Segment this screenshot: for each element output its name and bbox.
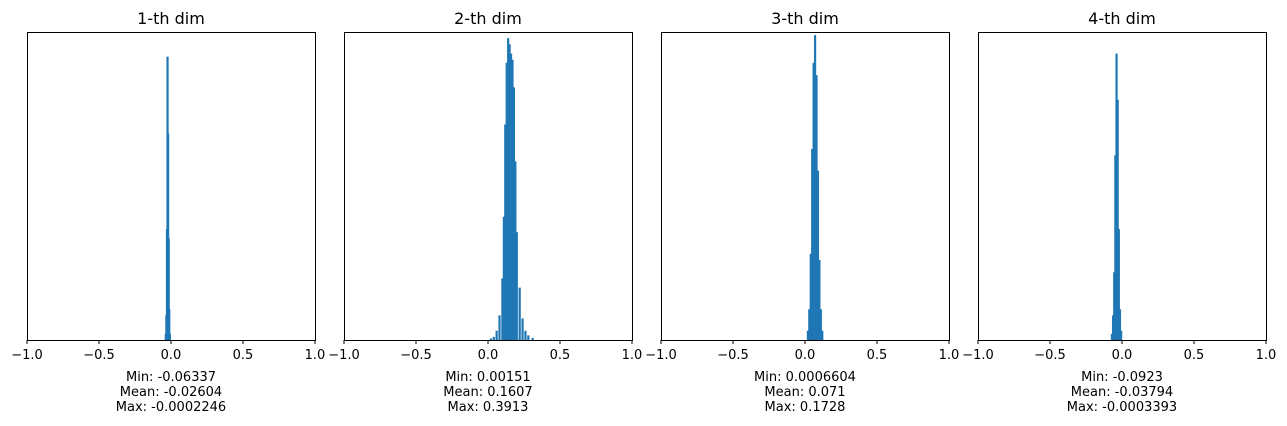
histogram-bar bbox=[489, 338, 492, 340]
histogram-bar bbox=[524, 330, 527, 340]
histogram-bar bbox=[501, 278, 504, 340]
histogram-bar bbox=[809, 253, 812, 340]
x-tick-label: 0.0 bbox=[478, 348, 499, 363]
histogram-bar bbox=[818, 259, 821, 340]
x-tick-label: −1.0 bbox=[11, 348, 43, 363]
histogram-bar bbox=[167, 133, 170, 340]
x-tick-label: 0.5 bbox=[1184, 348, 1205, 363]
stat-mean: Mean: -0.03794 bbox=[1071, 385, 1173, 400]
x-tick-label: 1.0 bbox=[305, 348, 326, 363]
axes-frame bbox=[978, 32, 1267, 341]
histogram-bar bbox=[1110, 333, 1114, 340]
histogram-bar bbox=[498, 315, 501, 340]
histogram-bar bbox=[168, 333, 171, 340]
panel-title: 2-th dim bbox=[454, 9, 522, 28]
x-tick-label: −1.0 bbox=[328, 348, 360, 363]
histogram-bar bbox=[1113, 272, 1116, 340]
stat-max: Max: -0.0002246 bbox=[116, 400, 226, 415]
stat-max: Max: 0.1728 bbox=[765, 400, 846, 415]
stat-min: Min: -0.0923 bbox=[1081, 370, 1163, 385]
histogram-bar bbox=[507, 38, 510, 340]
histogram-bar bbox=[531, 337, 534, 340]
histogram-bar bbox=[515, 232, 518, 340]
stat-max: Max: 0.3913 bbox=[448, 400, 529, 415]
histogram-bar bbox=[518, 287, 521, 340]
histogram-bar bbox=[819, 309, 822, 340]
x-tick-label: −0.5 bbox=[83, 348, 115, 363]
axes-frame bbox=[27, 32, 316, 341]
histogram-bar bbox=[811, 149, 814, 340]
histogram-bar bbox=[527, 335, 530, 340]
histogram-bars bbox=[489, 38, 534, 341]
histogram-bar bbox=[495, 330, 498, 340]
histogram-panel-1: 1-th dim −1.0 −0.5 0.0 0.5 1.0 Min: -0.06337Me… bbox=[11, 9, 325, 415]
histogram-panel-2: 2-th dim −1.0 −0.5 0.0 0.5 1.0 Min: 0.00151Mea… bbox=[328, 9, 642, 415]
histogram-bars bbox=[1110, 53, 1123, 341]
x-tick-label: 0.5 bbox=[867, 348, 888, 363]
x-tick-label: 1.0 bbox=[939, 348, 960, 363]
x-tick-label: 0.0 bbox=[795, 348, 816, 363]
histogram-bars bbox=[806, 35, 824, 341]
histogram-bar bbox=[815, 75, 818, 341]
histogram-bar bbox=[502, 216, 505, 340]
histogram-bar bbox=[508, 44, 511, 340]
histogram-bar bbox=[511, 59, 514, 340]
x-tick-label: 0.0 bbox=[1112, 348, 1133, 363]
histogram-bar bbox=[512, 87, 516, 340]
histogram-bar bbox=[1117, 229, 1120, 340]
histogram-bar bbox=[168, 309, 171, 340]
x-tick-label: 0.5 bbox=[233, 348, 254, 363]
x-tick-label: 1.0 bbox=[622, 348, 643, 363]
x-tick-label: 0.5 bbox=[550, 348, 571, 363]
histogram-bar bbox=[505, 62, 508, 341]
x-tick-label: −0.5 bbox=[717, 348, 749, 363]
panel-title: 3-th dim bbox=[771, 9, 839, 28]
histogram-bar bbox=[1115, 53, 1118, 341]
histogram-bars bbox=[164, 56, 171, 340]
histogram-bar bbox=[821, 330, 824, 340]
histogram-bar bbox=[813, 35, 817, 340]
stat-min: Min: -0.06337 bbox=[126, 370, 216, 385]
x-tick-label: 0.0 bbox=[161, 348, 182, 363]
stat-min: Min: 0.0006604 bbox=[754, 370, 856, 385]
histogram-bar bbox=[521, 318, 524, 340]
histogram-bar bbox=[509, 53, 513, 341]
axes-frame bbox=[661, 32, 950, 341]
histogram-bar bbox=[514, 161, 517, 340]
histogram-bar bbox=[1118, 309, 1122, 340]
histogram-bar bbox=[1111, 315, 1115, 340]
x-tick-label: −1.0 bbox=[645, 348, 677, 363]
histogram-bar bbox=[167, 238, 170, 340]
histogram-bar bbox=[504, 124, 507, 341]
histogram-bar bbox=[1120, 330, 1123, 340]
stat-mean: Mean: 0.1607 bbox=[443, 385, 532, 400]
histogram-bar bbox=[1116, 99, 1119, 340]
stat-min: Min: 0.00151 bbox=[445, 370, 530, 385]
histogram-bar bbox=[812, 62, 815, 341]
histogram-bar bbox=[816, 170, 820, 340]
panel-title: 1-th dim bbox=[137, 9, 205, 28]
x-tick-label: −0.5 bbox=[1034, 348, 1066, 363]
stat-mean: Mean: 0.071 bbox=[764, 385, 845, 400]
stat-max: Max: -0.0003393 bbox=[1067, 400, 1177, 415]
panel-title: 4-th dim bbox=[1088, 9, 1156, 28]
axes-frame bbox=[344, 32, 633, 341]
histogram-bar bbox=[492, 336, 495, 340]
histogram-panel-4: 4-th dim −1.0 −0.5 0.0 0.5 1.0 Min: -0.0923Mea… bbox=[962, 9, 1276, 415]
histogram-bar bbox=[808, 309, 811, 340]
x-tick-label: −1.0 bbox=[962, 348, 994, 363]
histogram-bar bbox=[1114, 155, 1117, 340]
histogram-bar bbox=[806, 330, 809, 340]
x-tick-label: 1.0 bbox=[1256, 348, 1277, 363]
stat-mean: Mean: -0.02604 bbox=[120, 385, 222, 400]
x-tick-label: −0.5 bbox=[400, 348, 432, 363]
